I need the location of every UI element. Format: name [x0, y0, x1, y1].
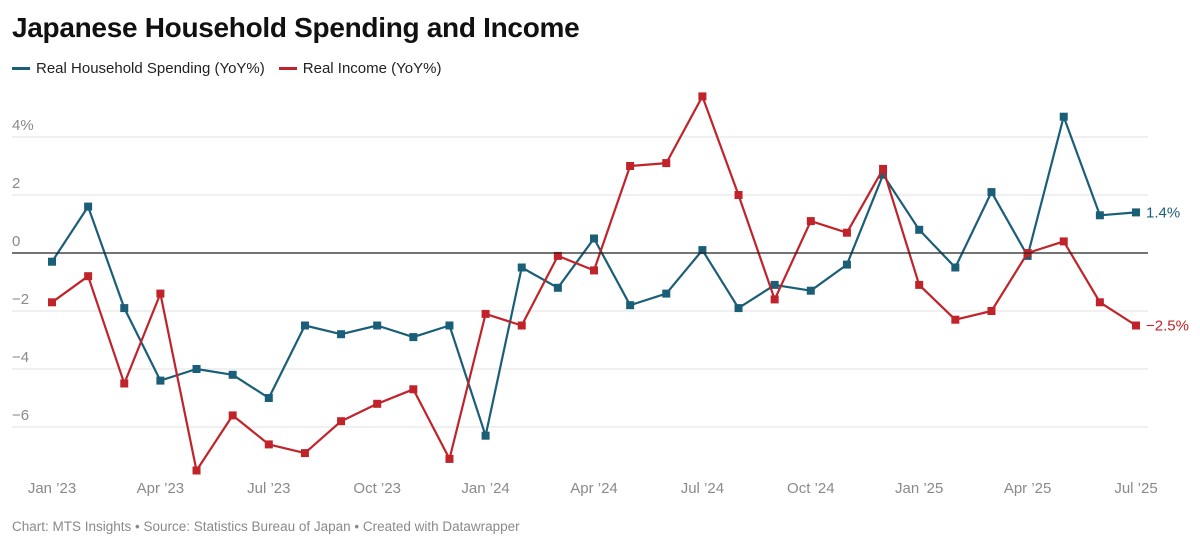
legend-swatch-spending: [12, 67, 30, 70]
data-point-income: [698, 92, 707, 101]
data-point-spending: [951, 263, 960, 272]
data-point-spending: [698, 246, 707, 255]
data-point-income: [373, 399, 382, 408]
data-point-spending: [1132, 208, 1140, 217]
data-point-income: [734, 191, 743, 199]
data-point-income: [951, 315, 960, 324]
y-tick-label: 0: [12, 233, 20, 250]
data-point-spending: [264, 394, 273, 402]
data-point-income: [879, 164, 888, 173]
chart-title: Japanese Household Spending and Income: [12, 12, 580, 43]
data-point-income: [915, 280, 924, 289]
data-point-spending: [300, 321, 309, 330]
x-tick-label: Apr ’24: [570, 480, 618, 497]
x-tick-label: Jan ’25: [895, 480, 943, 497]
data-point-income: [409, 385, 418, 394]
data-point-income: [1059, 237, 1068, 246]
data-point-income: [228, 411, 237, 420]
data-point-spending: [770, 280, 779, 289]
legend-swatch-income: [278, 67, 297, 70]
end-label-spending: 1.4%: [1146, 204, 1180, 221]
data-point-income: [337, 417, 346, 426]
data-point-spending: [806, 286, 815, 295]
y-tick-label: 4%: [12, 117, 34, 134]
data-point-spending: [373, 321, 382, 330]
legend-item-spending: Real Household Spending (YoY%): [12, 60, 265, 77]
x-tick-label: Apr ’25: [1004, 480, 1052, 497]
data-point-spending: [517, 263, 526, 272]
legend: Real Household Spending (YoY%) Real Inco…: [12, 60, 455, 77]
legend-item-income: Real Income (YoY%): [278, 60, 442, 77]
data-point-spending: [192, 365, 201, 373]
legend-label-spending: Real Household Spending (YoY%): [36, 60, 265, 77]
x-tick-label: Oct ’24: [787, 480, 835, 497]
y-tick-label: −4: [12, 349, 29, 366]
y-tick-label: −6: [12, 407, 29, 424]
x-tick-label: Oct ’23: [353, 480, 401, 497]
data-point-spending: [445, 321, 454, 330]
data-point-spending: [915, 225, 924, 234]
data-point-income: [156, 289, 165, 298]
data-point-spending: [84, 202, 93, 211]
data-point-income: [481, 309, 490, 318]
data-point-spending: [842, 260, 851, 269]
data-point-spending: [626, 301, 635, 310]
data-point-spending: [120, 304, 129, 313]
data-point-spending: [553, 283, 562, 292]
data-point-income: [48, 298, 56, 307]
data-point-spending: [481, 431, 490, 440]
end-label-income: −2.5%: [1146, 318, 1189, 335]
data-point-spending: [1095, 211, 1104, 220]
data-point-income: [300, 449, 309, 458]
data-point-spending: [734, 304, 743, 313]
legend-label-income: Real Income (YoY%): [302, 60, 442, 77]
data-point-income: [590, 266, 598, 275]
data-point-income: [1095, 298, 1104, 307]
x-tick-label: Apr ’23: [137, 480, 185, 497]
data-point-spending: [590, 234, 598, 243]
y-tick-label: 2: [12, 175, 20, 192]
data-point-spending: [409, 333, 418, 342]
y-tick-label: −2: [12, 291, 29, 308]
data-point-income: [1132, 321, 1140, 330]
x-tick-label: Jul ’25: [1114, 480, 1157, 497]
data-point-income: [842, 228, 851, 237]
data-point-spending: [48, 257, 56, 266]
data-point-income: [662, 159, 671, 168]
data-point-spending: [879, 170, 888, 179]
data-point-income: [987, 307, 996, 315]
series-line-spending: [51, 115, 1137, 437]
data-point-income: [264, 440, 273, 449]
data-point-income: [120, 379, 129, 388]
data-point-spending: [156, 376, 165, 385]
data-point-income: [770, 295, 779, 304]
data-point-income: [192, 466, 201, 475]
data-point-income: [445, 454, 454, 463]
data-point-spending: [228, 370, 237, 379]
data-point-income: [553, 251, 562, 260]
data-point-spending: [337, 330, 346, 339]
data-point-income: [806, 217, 815, 226]
data-point-income: [84, 272, 93, 281]
x-tick-label: Jan ’24: [461, 480, 509, 497]
x-tick-label: Jul ’23: [247, 480, 290, 497]
data-point-spending: [987, 188, 996, 197]
data-point-spending: [662, 289, 671, 298]
data-point-spending: [1059, 112, 1068, 121]
x-tick-label: Jan ’23: [28, 480, 76, 497]
series-line-income: [51, 95, 1137, 472]
data-point-income: [517, 321, 526, 330]
x-tick-label: Jul ’24: [681, 480, 724, 497]
data-point-income: [626, 162, 635, 170]
chart-footer: Chart: MTS Insights • Source: Statistics…: [12, 519, 520, 534]
